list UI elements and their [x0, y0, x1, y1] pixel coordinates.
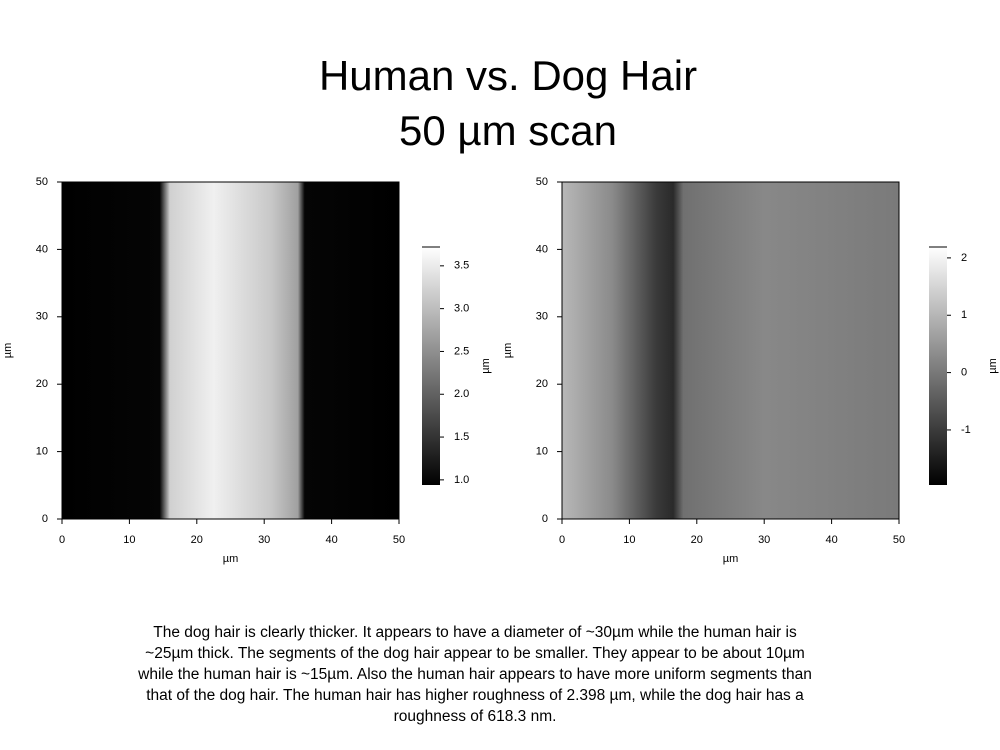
x-tick-label: 40 [825, 534, 837, 546]
colorbar-tick-label: 2.5 [454, 345, 469, 357]
colorbar-label: µm [987, 358, 999, 374]
colorbar-tick-label: 3.5 [454, 260, 469, 272]
y-tick-label: 50 [536, 176, 548, 188]
x-tick-label: 10 [623, 534, 635, 546]
y-tick-label: 10 [36, 446, 48, 458]
x-tick-label: 0 [59, 534, 65, 546]
y-axis-label: µm [2, 343, 14, 359]
y-tick-label: 0 [42, 513, 48, 525]
plot-frame [561, 181, 900, 520]
caption: The dog hair is clearly thicker. It appe… [138, 624, 812, 725]
colorbar-tick-label: 0 [961, 367, 967, 379]
y-tick-label: 20 [36, 378, 48, 390]
y-tick-label: 30 [536, 311, 548, 323]
colorbar-tick-label: 1.0 [454, 474, 469, 486]
colorbar-label: µm [480, 358, 492, 374]
colorbar-tick-label: 3.0 [454, 303, 469, 315]
x-tick-label: 50 [393, 534, 405, 546]
afm-image [62, 182, 399, 519]
title-line: 50 µm scan [399, 107, 617, 154]
y-axis-label: µm [502, 343, 514, 359]
x-axis-label: µm [723, 553, 739, 565]
y-tick-label: 0 [542, 513, 548, 525]
x-tick-label: 30 [258, 534, 270, 546]
afm-image [562, 182, 899, 519]
plot-frame [61, 181, 400, 520]
y-tick-label: 30 [36, 311, 48, 323]
y-tick-label: 20 [536, 378, 548, 390]
x-tick-label: 20 [691, 534, 703, 546]
x-axis-label: µm [223, 553, 239, 565]
x-tick-label: 10 [123, 534, 135, 546]
colorbar [929, 247, 947, 485]
figure: Human vs. Dog Hair 50 µm scan 0 10 20 30 40 5… [2, 52, 999, 565]
colorbar-tick-label: 1 [961, 309, 967, 321]
x-tick-label: 40 [325, 534, 337, 546]
colorbar-tick-label: 2 [961, 252, 967, 264]
y-tick-label: 10 [536, 446, 548, 458]
title-line: Human vs. Dog Hair [319, 52, 697, 99]
y-tick-label: 40 [36, 243, 48, 255]
x-tick-label: 0 [559, 534, 565, 546]
colorbar [422, 247, 440, 485]
x-tick-label: 20 [191, 534, 203, 546]
x-tick-label: 50 [893, 534, 905, 546]
colorbar-tick-label: 2.0 [454, 388, 469, 400]
y-tick-label: 50 [36, 176, 48, 188]
x-tick-label: 30 [758, 534, 770, 546]
y-tick-label: 40 [536, 243, 548, 255]
colorbar-tick-label: 1.5 [454, 431, 469, 443]
colorbar-tick-label: -1 [961, 424, 971, 436]
